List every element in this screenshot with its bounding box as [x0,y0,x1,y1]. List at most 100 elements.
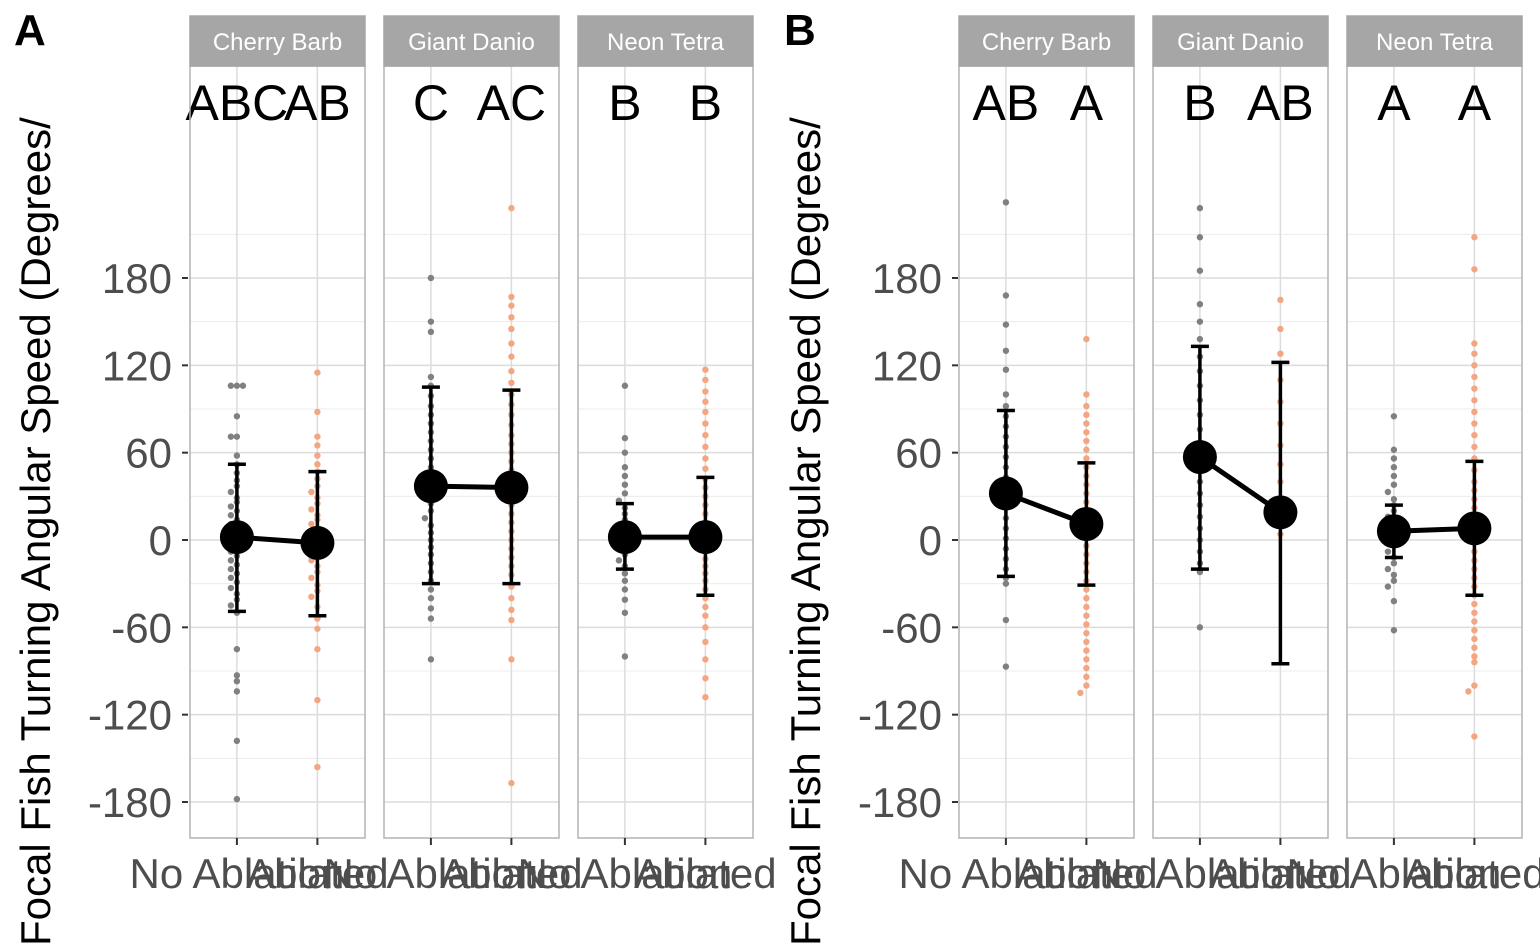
data-point [1196,301,1204,308]
data-point [1083,629,1090,637]
data-point [314,369,321,376]
data-point [1390,496,1398,503]
data-point [1083,391,1090,398]
data-point [615,557,623,564]
data-point [1196,318,1204,325]
data-point [427,328,435,336]
data-point [621,434,629,442]
data-point [621,490,629,497]
y-tick-label: 120 [102,342,172,389]
data-point [508,379,515,386]
data-point [1083,437,1090,445]
data-point [1083,335,1090,343]
facet-strip-label: Neon Tetra [607,29,725,56]
data-point [227,503,235,510]
y-tick-label: 60 [895,430,942,477]
data-point [1083,603,1090,611]
panel-tag-label: B [784,6,816,55]
data-point [621,449,629,456]
data-point [1384,548,1392,555]
data-point [1471,659,1478,666]
facet-strip [958,15,1135,67]
x-tick-label: Ablated [1015,850,1157,897]
data-point [1196,267,1204,274]
data-point [702,612,709,619]
data-point [1083,595,1090,602]
data-point [702,443,709,451]
data-point [227,565,235,573]
data-point [233,452,241,459]
data-point [508,353,515,360]
data-point [508,616,515,624]
data-point [1471,420,1478,427]
x-tick-label: Ablated [1209,850,1351,897]
data-point [1277,296,1284,304]
data-point [1390,560,1398,567]
x-tick-label: Ablated [246,850,388,897]
data-point [314,645,321,653]
data-point [1471,682,1478,689]
data-point [1083,647,1090,654]
data-point [621,481,629,488]
facet-strip [1346,15,1523,67]
data-point [314,625,321,632]
mean-point [1457,511,1492,546]
y-tick-label: -60 [111,604,172,651]
data-point [1384,488,1392,496]
data-point [233,737,241,745]
facet-strip-label: Cherry Barb [982,29,1111,56]
data-point [702,420,709,427]
data-point [1465,688,1472,695]
data-point [1083,586,1090,593]
data-point [1390,413,1398,420]
significance-letter: AB [973,75,1040,131]
data-point [227,574,235,582]
chart-layer: 180 120 60 0 -60 -120 -180 Focal Fish Turning A… [12,6,1540,946]
facet-strip-label: Giant Danio [408,29,535,56]
data-point [233,382,241,389]
data-point [1083,638,1090,646]
data-point [314,433,321,440]
data-point [1002,391,1010,398]
data-point [702,465,709,472]
data-point [233,688,241,695]
data-point [1196,204,1204,212]
data-point [314,696,321,704]
data-point [1390,597,1398,605]
data-point [1471,362,1478,369]
x-tick-label: No Ablation [129,850,344,897]
data-point [233,795,241,803]
data-point [314,763,321,771]
x-tick-label: Ablated [440,850,582,897]
data-point [1390,577,1398,584]
data-point [314,408,321,416]
data-point [702,408,709,416]
data-point [314,442,321,449]
data-point [1390,627,1398,634]
data-point [702,432,709,439]
data-point [1083,664,1090,672]
data-point [1196,234,1204,241]
data-point [427,318,435,325]
data-point [1083,682,1090,689]
data-point [702,366,709,373]
data-point [1083,429,1090,436]
y-tick-label: 180 [102,255,172,302]
data-point [1002,402,1010,410]
data-point [239,382,247,389]
data-point [1390,472,1398,480]
data-point [427,274,435,282]
data-point [1471,609,1478,616]
data-point [1002,321,1010,328]
facet-strip-label: Giant Danio [1177,29,1304,56]
data-point [1471,397,1478,404]
data-point [1471,733,1478,740]
facet-strip [189,15,366,67]
data-point [1471,408,1478,416]
facet-strip [577,15,754,67]
data-point [1390,464,1398,471]
data-point [308,506,315,513]
